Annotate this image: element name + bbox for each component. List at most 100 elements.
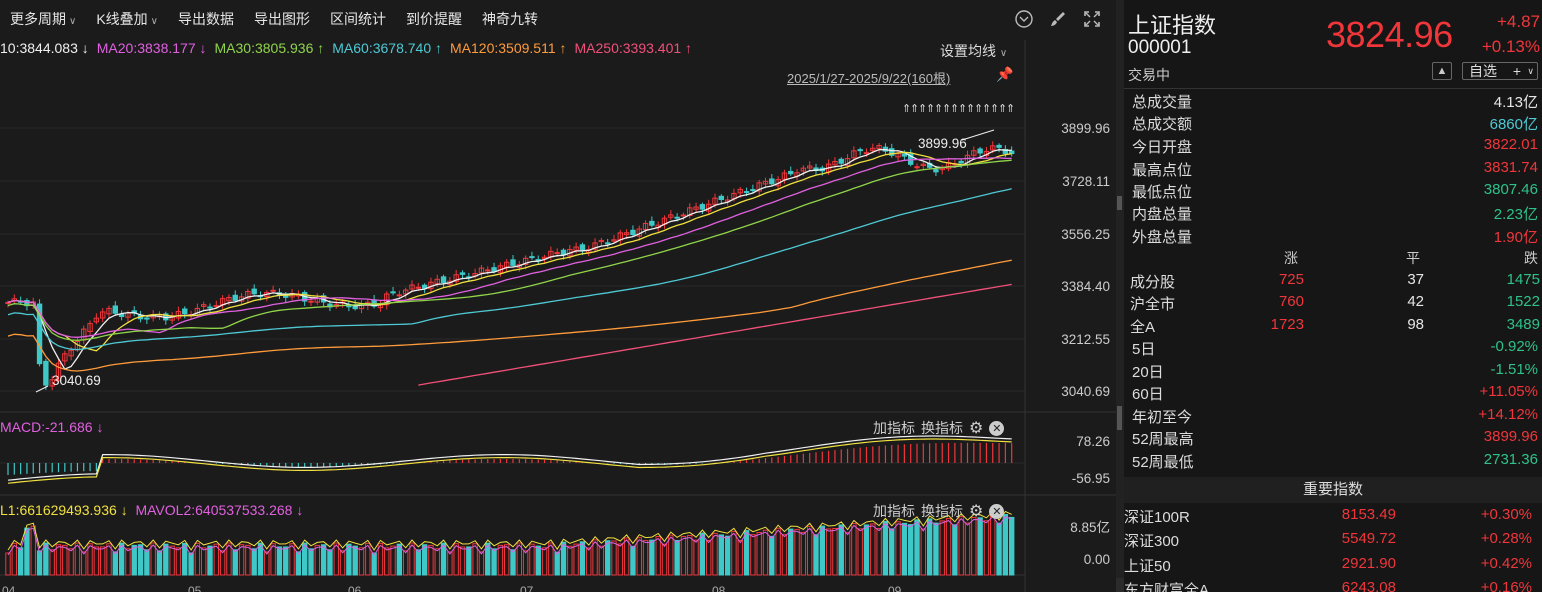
panel-splitter[interactable] bbox=[1116, 0, 1124, 592]
chevron-down-icon: ∨ bbox=[69, 16, 77, 27]
export-image-button[interactable]: 导出图形 bbox=[254, 11, 310, 27]
index-row[interactable]: 上证50 2921.90 +0.42% bbox=[1124, 555, 1542, 579]
volume-bar bbox=[598, 545, 605, 576]
month-tick: 06 bbox=[348, 584, 362, 592]
important-indices-header[interactable]: 重要指数 bbox=[1124, 477, 1542, 503]
candle-body bbox=[933, 169, 939, 173]
date-range-label[interactable]: 2025/1/27-2025/9/22(160根) bbox=[787, 71, 951, 86]
stat-row: 最高点位 3831.74 bbox=[1132, 159, 1538, 181]
volume-bar bbox=[352, 545, 358, 576]
candle-body bbox=[409, 284, 415, 290]
index-row[interactable]: 深证300 5549.72 +0.28% bbox=[1124, 530, 1542, 554]
more-periods-menu[interactable]: 更多周期 ∨ bbox=[0, 9, 86, 29]
brush-icon[interactable] bbox=[1048, 9, 1068, 29]
candle-body bbox=[118, 314, 125, 318]
index-row[interactable]: 东方财富全A 6243.08 +0.16% bbox=[1124, 579, 1542, 592]
volume-bar bbox=[819, 525, 826, 576]
gear-icon[interactable]: ⚙ bbox=[969, 420, 984, 437]
volume-bar bbox=[895, 521, 901, 576]
swap-indicator-button[interactable]: 换指标 bbox=[921, 420, 963, 436]
kline-overlay-menu[interactable]: K线叠加 ∨ bbox=[86, 9, 168, 29]
volume-bar bbox=[661, 543, 668, 576]
macd-axis-top: 78.26 bbox=[1076, 434, 1110, 449]
candle-body bbox=[415, 286, 422, 289]
volume-bar bbox=[219, 550, 226, 576]
volume-bar bbox=[983, 520, 990, 576]
bell-icon[interactable]: ▲ bbox=[1432, 62, 1452, 80]
index-code: 000001 bbox=[1128, 37, 1192, 58]
candle-body bbox=[144, 317, 150, 320]
collapse-icon[interactable] bbox=[1014, 9, 1034, 29]
candle-body bbox=[232, 294, 238, 301]
volume-bar bbox=[213, 543, 220, 576]
ma-settings-button[interactable]: 设置均线 ∨ bbox=[940, 41, 1007, 61]
candle-body bbox=[901, 153, 908, 157]
signal-arrow: ⇑ bbox=[1006, 103, 1015, 115]
period-label: 52周最高 bbox=[1132, 431, 1194, 448]
candle-body bbox=[977, 148, 983, 154]
volume-bar bbox=[516, 542, 523, 576]
volume-bar bbox=[844, 532, 851, 576]
volume-bar bbox=[857, 528, 863, 576]
volume-bar bbox=[573, 543, 579, 576]
fullscreen-icon[interactable] bbox=[1082, 9, 1102, 29]
candle-body bbox=[459, 272, 466, 275]
breadth-label: 成分股 bbox=[1130, 274, 1176, 291]
volume-bar bbox=[945, 518, 952, 576]
volume-bar bbox=[990, 514, 996, 576]
gear-icon[interactable]: ⚙ bbox=[969, 503, 984, 520]
add-indicator-button[interactable]: 加指标 bbox=[873, 420, 915, 436]
ma10-label: 10:3844.083 ↓ bbox=[0, 40, 89, 56]
candle-body bbox=[699, 204, 706, 210]
candle-body bbox=[838, 158, 844, 164]
volume-bar bbox=[339, 550, 346, 576]
volume-bar bbox=[926, 518, 933, 576]
volume-bar bbox=[283, 546, 289, 576]
volume-bar bbox=[30, 525, 36, 576]
range-stats-button[interactable]: 区间统计 bbox=[330, 11, 386, 27]
volume-bar bbox=[365, 542, 371, 576]
close-icon[interactable]: ✕ bbox=[989, 420, 1005, 436]
candle-body bbox=[99, 311, 106, 319]
candlestick-chart[interactable]: ⇑⇑⇑⇑⇑⇑⇑⇑⇑⇑⇑⇑⇑⇑ bbox=[0, 0, 1116, 592]
volume-bar bbox=[238, 544, 245, 576]
add-indicator-button[interactable]: 加指标 bbox=[873, 503, 915, 519]
volume-bar bbox=[996, 522, 1002, 576]
volume-bar bbox=[813, 534, 819, 576]
price-alert-button[interactable]: 到价提醒 bbox=[406, 11, 462, 27]
volume-bar bbox=[743, 530, 750, 576]
close-icon[interactable]: ✕ bbox=[989, 503, 1005, 519]
export-data-button[interactable]: 导出数据 bbox=[178, 11, 234, 27]
candle-body bbox=[106, 307, 112, 315]
pin-icon[interactable]: 📌 bbox=[996, 66, 1014, 82]
add-watchlist-button[interactable]: 自选 + ∨ bbox=[1462, 62, 1538, 80]
stat-label: 最高点位 bbox=[1132, 162, 1193, 179]
volume-bar bbox=[447, 551, 453, 576]
chevron-down-icon: ∨ bbox=[150, 16, 158, 27]
candle-body bbox=[851, 150, 857, 159]
volume-bar bbox=[863, 524, 870, 576]
volume-bar bbox=[11, 542, 18, 576]
period-value: +11.05% bbox=[1479, 383, 1538, 400]
volume-bar bbox=[971, 516, 977, 576]
magic-nine-button[interactable]: 神奇九转 bbox=[482, 11, 538, 27]
volume-bar bbox=[131, 544, 137, 576]
candle-body bbox=[642, 222, 649, 230]
volume-bar bbox=[68, 548, 74, 576]
candle-body bbox=[914, 166, 920, 169]
candle-body bbox=[592, 242, 598, 250]
volume-bar bbox=[301, 542, 308, 576]
candle-body bbox=[182, 308, 188, 315]
candle-body bbox=[62, 353, 68, 362]
volume-bar bbox=[226, 542, 232, 576]
signal-arrow: ⇑ bbox=[902, 103, 911, 115]
index-row[interactable]: 深证100R 8153.49 +0.30% bbox=[1124, 506, 1542, 530]
volume-bar bbox=[592, 539, 598, 576]
swap-indicator-button[interactable]: 换指标 bbox=[921, 503, 963, 519]
volume-bar bbox=[17, 547, 24, 576]
volume-bar bbox=[554, 551, 560, 576]
volume-bar bbox=[93, 546, 100, 576]
candle-body bbox=[788, 170, 794, 175]
volume-bar bbox=[851, 523, 857, 576]
volume-bar bbox=[270, 543, 276, 576]
